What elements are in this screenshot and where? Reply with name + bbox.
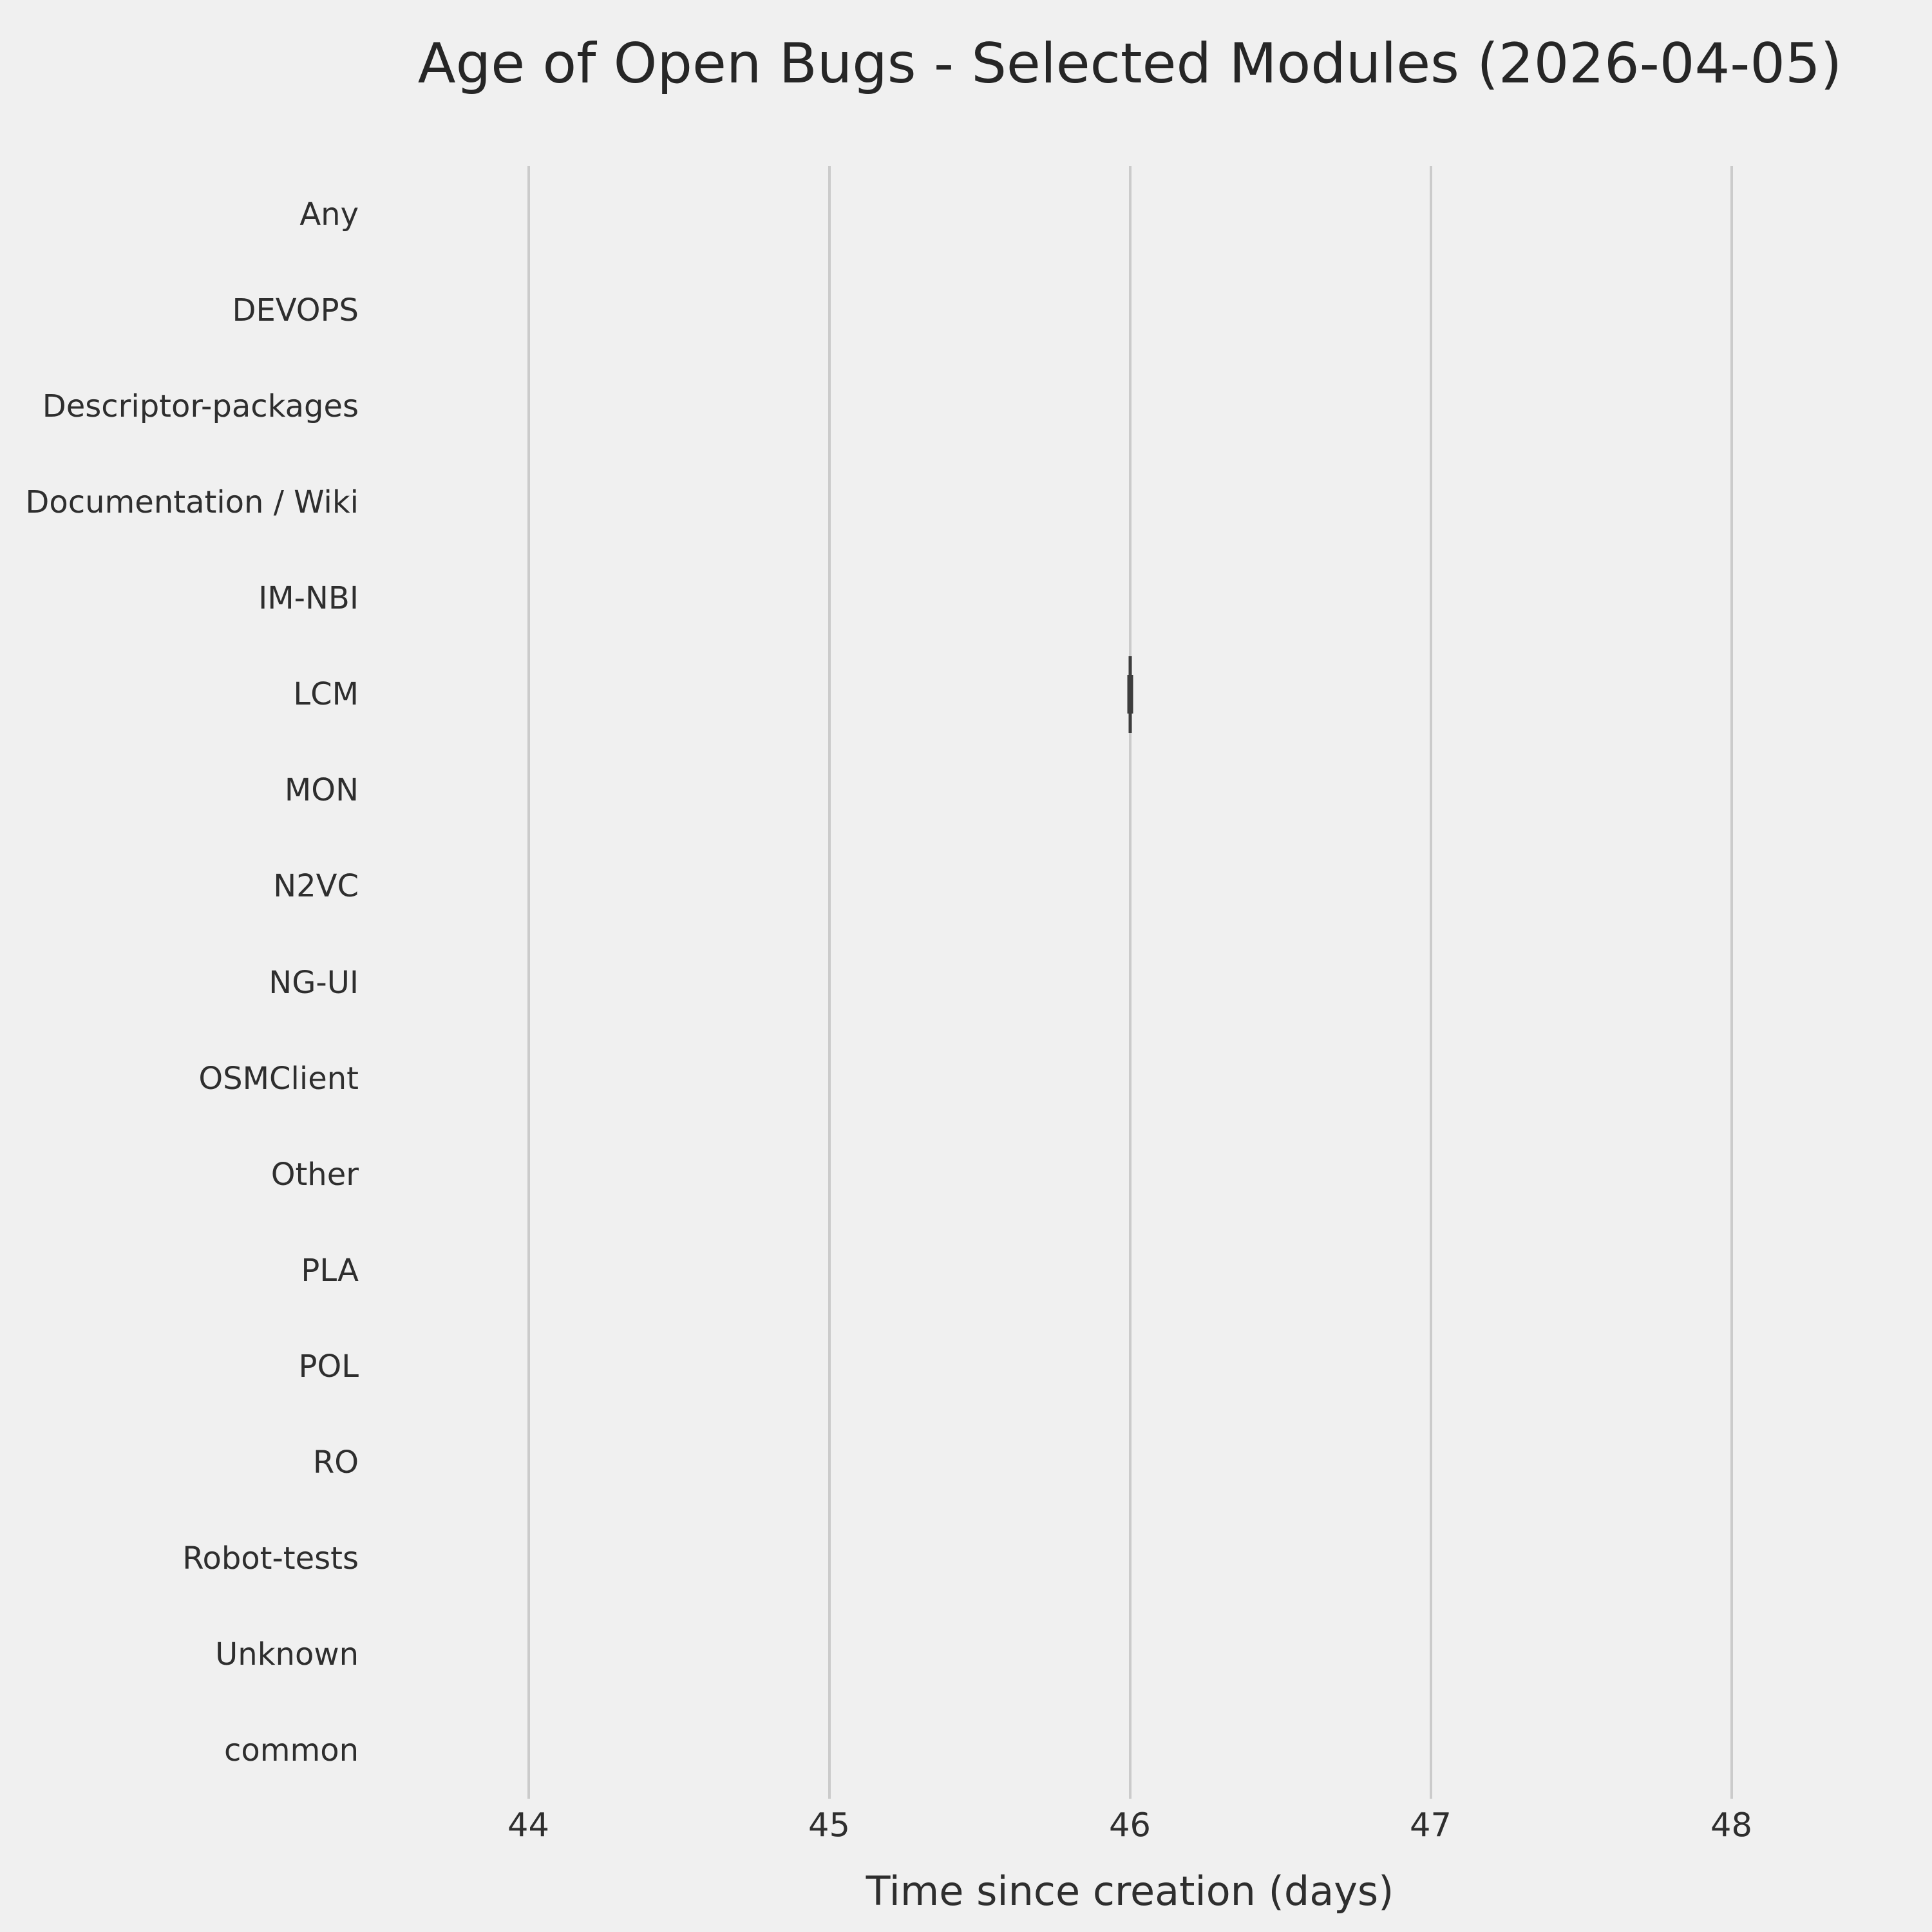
x-tick-label: 45 [808, 1806, 850, 1845]
x-tick-label: 47 [1410, 1806, 1452, 1845]
y-category-label: RO [312, 1444, 359, 1481]
y-category-label: Any [299, 196, 359, 232]
y-category-label: N2VC [273, 868, 359, 905]
y-category-label: OSMClient [198, 1060, 359, 1097]
y-category-label: POL [298, 1348, 359, 1385]
gridline [1128, 166, 1132, 1799]
gridline [828, 166, 831, 1799]
y-category-label: PLA [301, 1252, 359, 1289]
x-tick-label: 46 [1109, 1806, 1151, 1845]
y-category-label: common [223, 1732, 359, 1769]
y-category-label: Robot-tests [182, 1540, 359, 1577]
chart-title: Age of Open Bugs - Selected Modules (202… [417, 32, 1842, 96]
plot-area [378, 166, 1882, 1799]
y-category-label: Documentation / Wiki [25, 484, 359, 520]
box-body-mark [1127, 675, 1133, 714]
gridline [1730, 166, 1733, 1799]
y-category-label: NG-UI [269, 964, 359, 1001]
x-tick-label: 44 [507, 1806, 549, 1845]
gridline [527, 166, 530, 1799]
gridline [1429, 166, 1432, 1799]
y-category-label: MON [284, 772, 359, 809]
y-category-label: IM-NBI [258, 580, 359, 617]
y-category-label: Descriptor-packages [42, 388, 359, 424]
y-category-label: Other [270, 1156, 359, 1193]
y-category-label: Unknown [215, 1636, 359, 1673]
x-axis-title: Time since creation (days) [866, 1868, 1394, 1915]
y-category-label: DEVOPS [232, 292, 359, 328]
y-category-label: LCM [293, 676, 359, 713]
x-tick-label: 48 [1710, 1806, 1752, 1845]
